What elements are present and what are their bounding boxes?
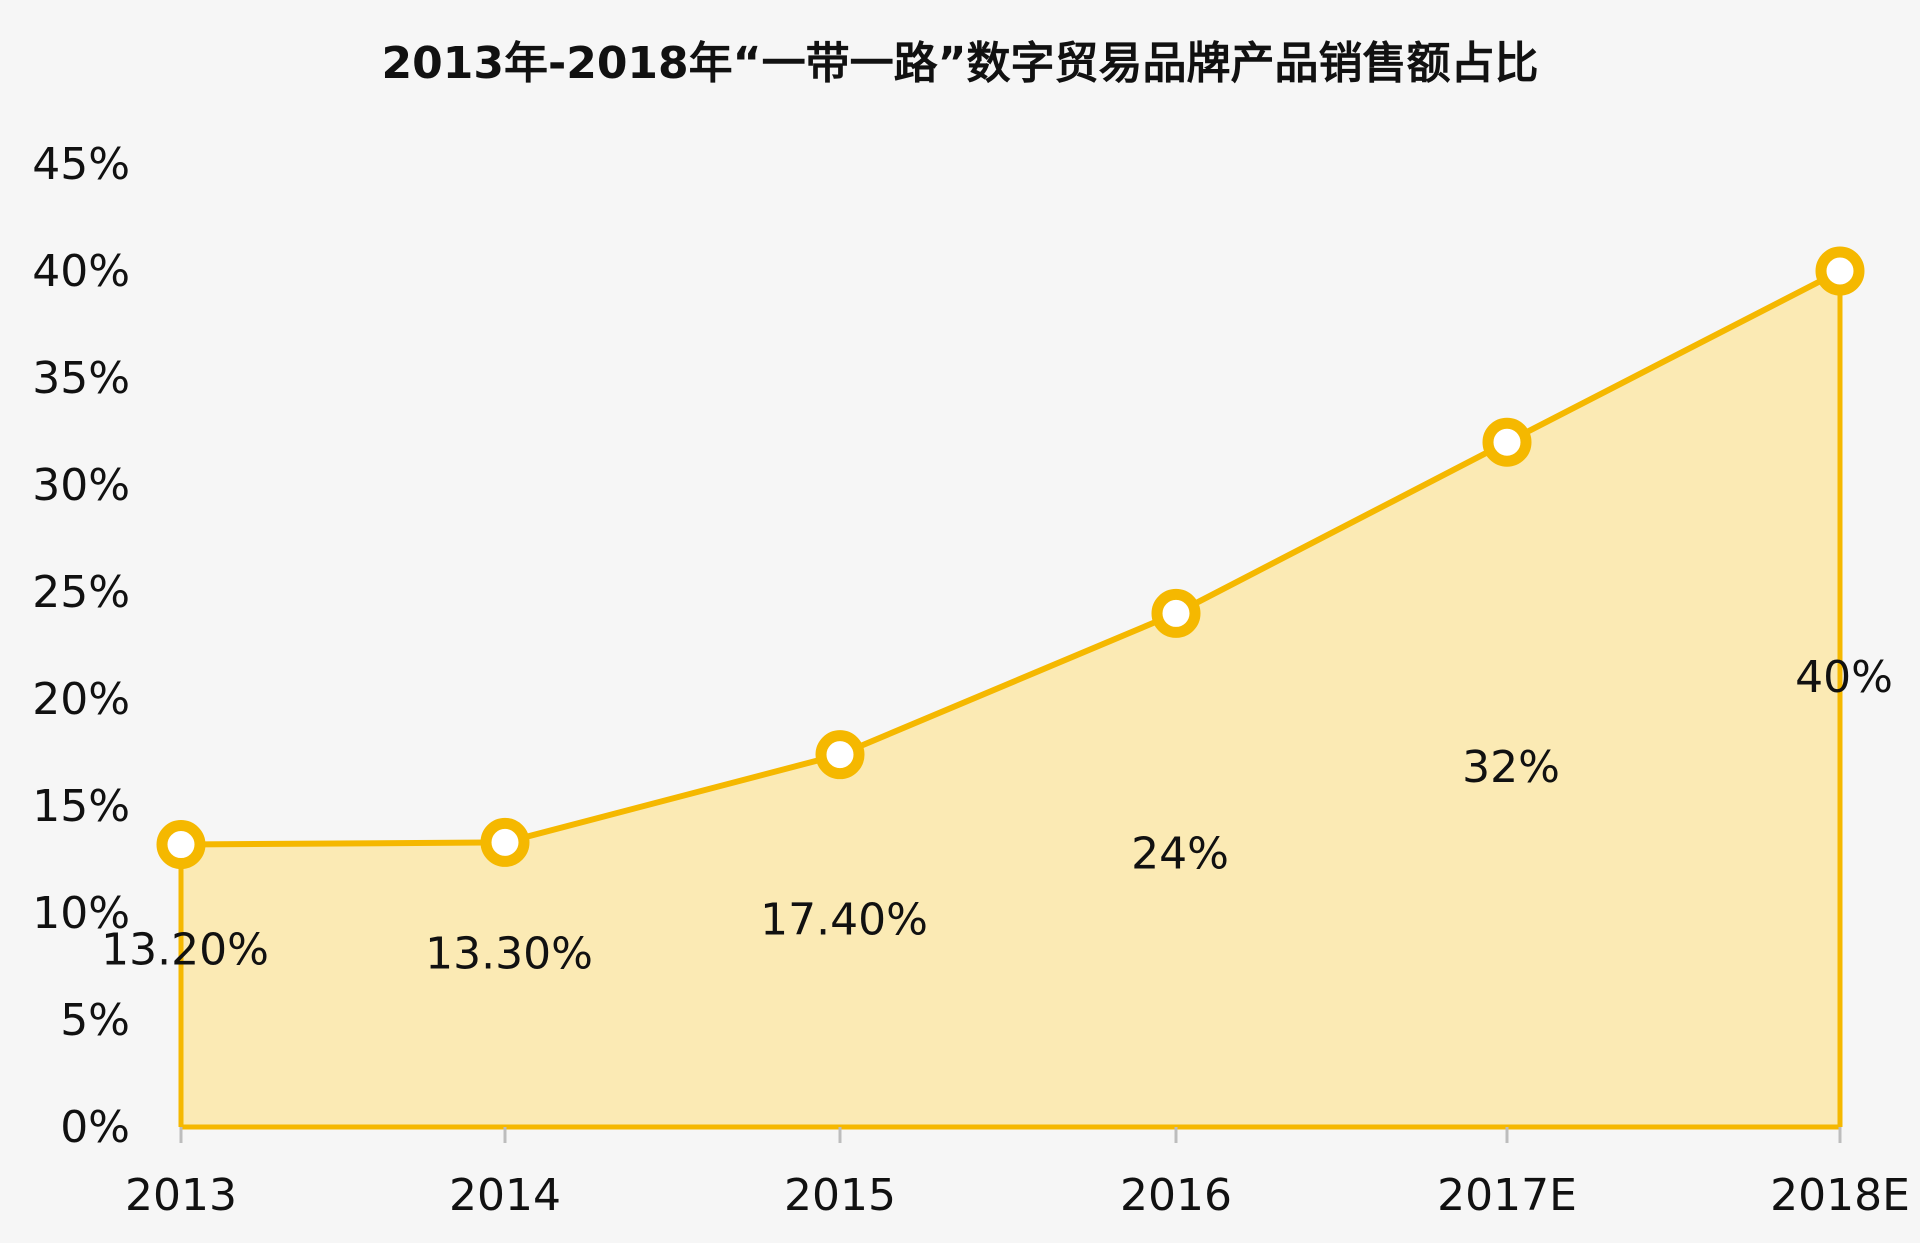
x-tick-label: 2016 <box>1120 1170 1232 1221</box>
data-point <box>480 817 530 867</box>
data-label: 13.30% <box>425 928 593 979</box>
axis-layer: 0% 5% 10% 15% 20% 25% 30% 35% 40% 45% 2013 2014 2015… <box>32 139 1910 1221</box>
data-label: 24% <box>1131 828 1229 879</box>
y-tick-label: 10% <box>32 888 130 939</box>
label-layer: 13.20% 13.30% 17.40% 24% 32% 40% <box>101 652 1893 979</box>
data-point <box>1151 588 1201 638</box>
data-label: 17.40% <box>760 895 928 946</box>
line-layer <box>156 246 1865 870</box>
y-tick-label: 35% <box>32 353 130 404</box>
data-point <box>1815 246 1865 296</box>
chart-title: 2013年-2018年“一带一路”数字贸易品牌产品销售额占比 <box>381 38 1538 89</box>
y-tick-label: 0% <box>60 1102 130 1153</box>
y-tick-label: 15% <box>32 781 130 832</box>
series-line <box>180 268 1842 848</box>
y-tick-label: 30% <box>32 460 130 511</box>
x-tick-label: 2014 <box>449 1170 561 1221</box>
data-point <box>156 820 206 870</box>
data-label: 32% <box>1462 742 1560 793</box>
y-tick-label: 5% <box>60 995 130 1046</box>
data-label: 40% <box>1795 652 1893 703</box>
x-tick-label: 2017E <box>1437 1170 1577 1221</box>
y-tick-label: 25% <box>32 567 130 618</box>
data-label: 13.20% <box>101 925 269 976</box>
data-point <box>815 730 865 780</box>
y-tick-label: 45% <box>32 139 130 190</box>
y-tick-label: 20% <box>32 674 130 725</box>
x-tick-label: 2015 <box>784 1170 896 1221</box>
x-tick-label: 2013 <box>125 1170 237 1221</box>
data-point <box>1482 417 1532 467</box>
y-tick-label: 40% <box>32 246 130 297</box>
x-tick-label: 2018E <box>1770 1170 1910 1221</box>
